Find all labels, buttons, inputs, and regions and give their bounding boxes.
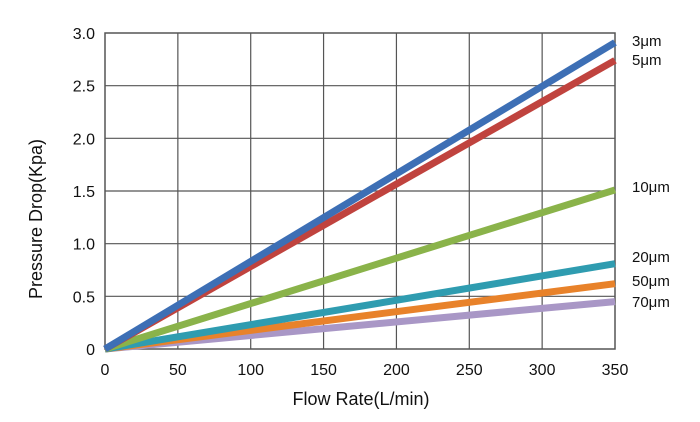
series-label: 50μm bbox=[632, 273, 670, 290]
series-line bbox=[103, 186, 617, 353]
series-label: 70μm bbox=[632, 294, 670, 311]
x-tick-label: 50 bbox=[169, 362, 187, 379]
x-tick-label: 200 bbox=[383, 362, 410, 379]
series-label: 10μm bbox=[632, 179, 670, 196]
x-tick-label: 0 bbox=[101, 362, 110, 379]
y-tick-labels: 0 0.5 1.0 1.5 2.0 2.5 3.0 bbox=[73, 26, 95, 359]
series-lines bbox=[103, 39, 617, 353]
y-tick-label: 1.0 bbox=[73, 237, 95, 254]
x-tick-label: 100 bbox=[237, 362, 264, 379]
series-line bbox=[104, 260, 616, 353]
y-tick-label: 0 bbox=[86, 342, 95, 359]
x-tick-label: 350 bbox=[602, 362, 629, 379]
y-tick-label: 2.5 bbox=[73, 79, 95, 96]
series-label: 20μm bbox=[632, 249, 670, 266]
y-axis-title: Pressure Drop(Kpa) bbox=[26, 139, 46, 299]
y-tick-label: 2.0 bbox=[73, 131, 95, 148]
series-label: 5μm bbox=[632, 52, 661, 69]
series-label: 3μm bbox=[632, 33, 661, 50]
series-labels: 3μm 5μm 10μm 20μm 50μm 70μm bbox=[632, 33, 670, 311]
series-line bbox=[103, 39, 617, 352]
x-tick-label: 300 bbox=[529, 362, 556, 379]
x-tick-label: 250 bbox=[456, 362, 483, 379]
y-tick-label: 1.5 bbox=[73, 184, 95, 201]
x-tick-label: 150 bbox=[310, 362, 337, 379]
y-tick-label: 3.0 bbox=[73, 26, 95, 43]
x-axis-title: Flow Rate(L/min) bbox=[292, 389, 429, 409]
x-tick-labels: 0 50 100 150 200 250 300 350 bbox=[101, 362, 629, 379]
y-tick-label: 0.5 bbox=[73, 289, 95, 306]
